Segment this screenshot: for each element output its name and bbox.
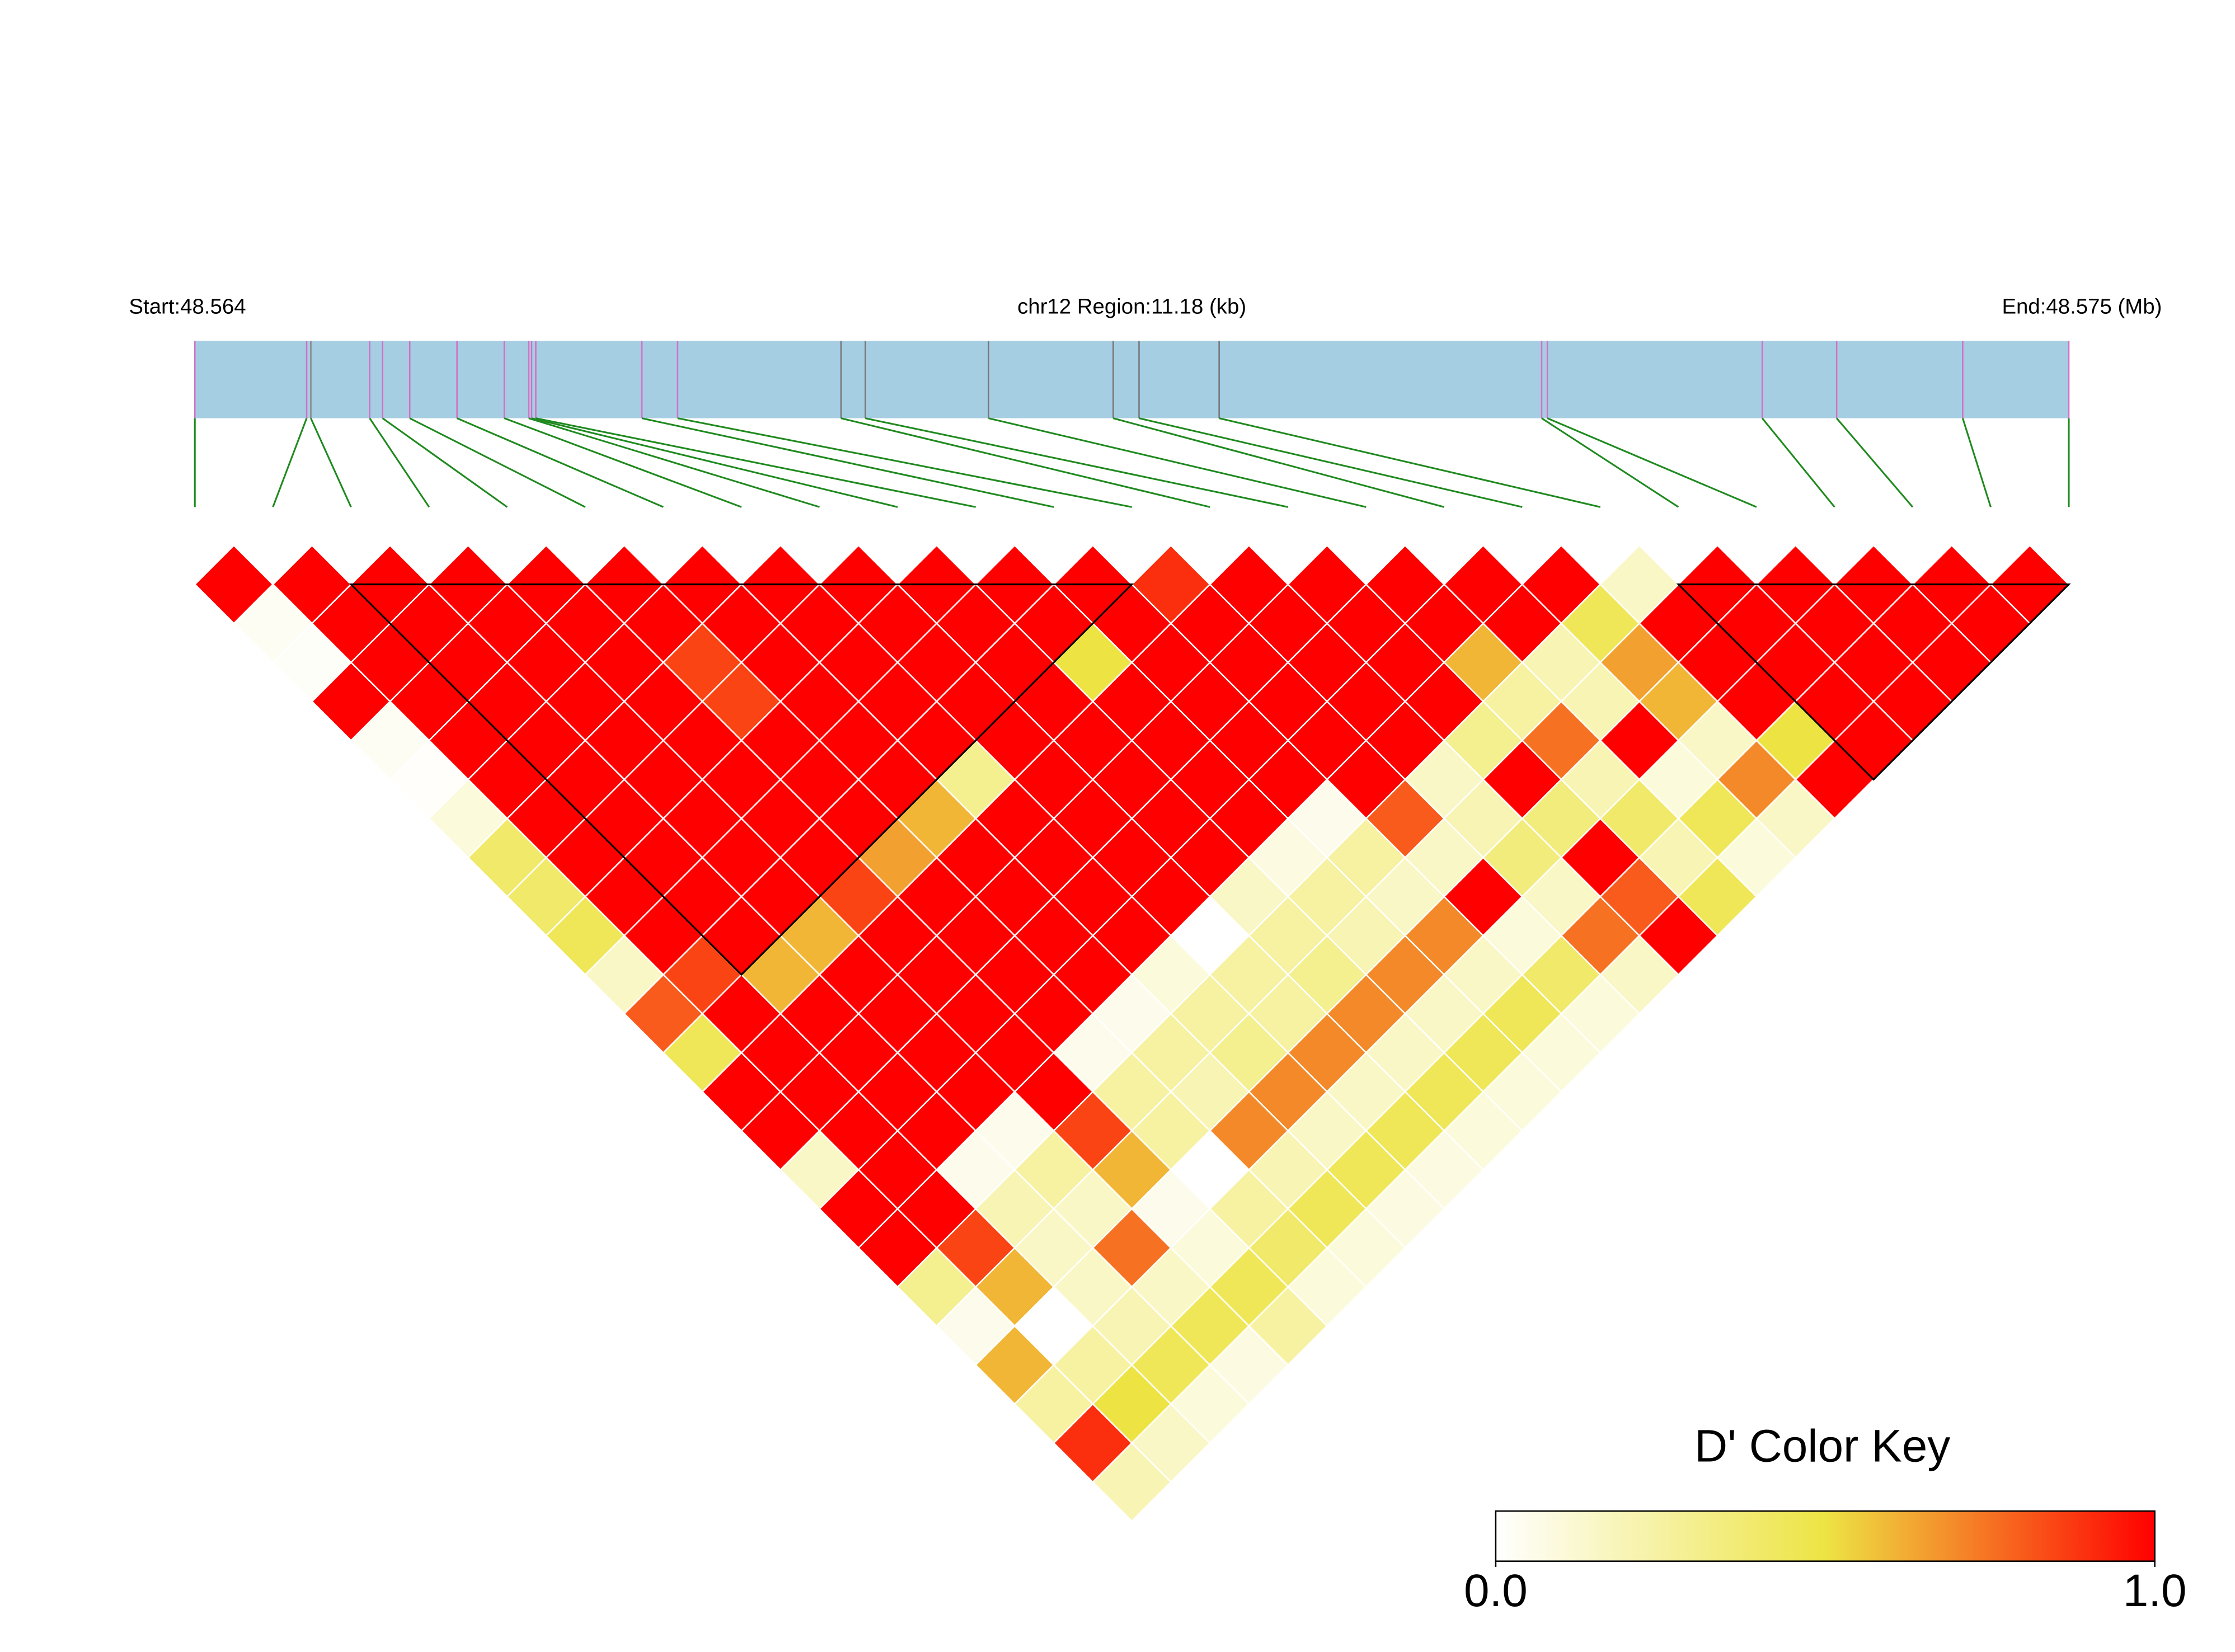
snp-connector xyxy=(531,417,898,508)
start-label: Start:48.564 xyxy=(129,295,246,319)
snp-connector xyxy=(988,417,1367,508)
snp-connector xyxy=(865,417,1288,508)
snp-connector xyxy=(1112,417,1445,508)
snp-connector xyxy=(1541,417,1679,508)
colorbar-tick-label: 1.0 xyxy=(2123,1565,2187,1616)
snp-connector xyxy=(641,417,1054,508)
snp-connector xyxy=(310,417,352,507)
colorbar-title: D' Color Key xyxy=(1694,1421,1950,1472)
end-label: End:48.575 (Mb) xyxy=(2002,295,2162,319)
snp-connector xyxy=(677,417,1132,508)
region-label: chr12 Region:11.18 (kb) xyxy=(1017,295,1246,319)
snp-connector xyxy=(1219,417,1601,508)
snp-connector xyxy=(457,417,664,508)
ld-block xyxy=(1676,583,2071,781)
snp-connector xyxy=(1835,417,1914,508)
colorbar-tick-label: 0.0 xyxy=(1464,1565,1528,1616)
snp-connector xyxy=(528,417,820,508)
snp-connector xyxy=(272,418,308,507)
snp-connector xyxy=(369,417,430,508)
snp-connector xyxy=(1961,418,1992,507)
snp-connector xyxy=(1547,417,1757,508)
colorbar xyxy=(1495,1510,2156,1562)
snp-connector xyxy=(1761,417,1835,508)
ld-cell xyxy=(1092,1442,1172,1522)
snp-connector xyxy=(1139,417,1523,508)
ld-block xyxy=(349,583,1134,976)
snp-connector xyxy=(536,417,976,508)
region-track xyxy=(195,341,2069,418)
snp-connector xyxy=(841,417,1210,508)
snp-connector xyxy=(382,417,508,508)
snp-connector xyxy=(409,417,586,508)
snp-connector xyxy=(504,417,742,508)
